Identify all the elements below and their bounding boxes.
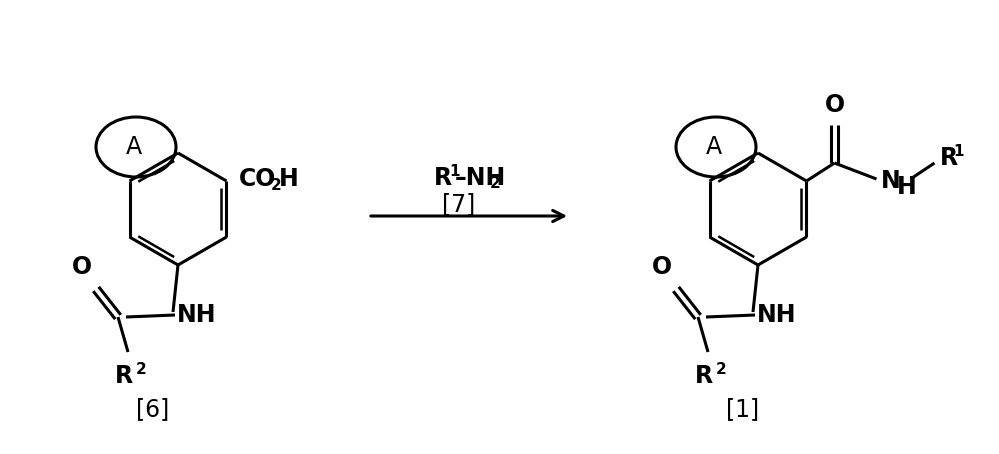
- Text: H: H: [279, 167, 299, 191]
- Text: O: O: [72, 255, 92, 279]
- Text: R: R: [695, 364, 713, 388]
- Text: O: O: [652, 255, 672, 279]
- Text: O: O: [824, 93, 844, 117]
- Text: A: A: [706, 135, 722, 159]
- Text: 2: 2: [136, 362, 147, 377]
- Text: [1]: [1]: [726, 397, 759, 421]
- Text: NH: NH: [757, 303, 796, 327]
- Text: 2: 2: [490, 177, 500, 192]
- Text: 1: 1: [449, 164, 460, 179]
- Text: 2: 2: [271, 178, 282, 192]
- Text: R: R: [115, 364, 133, 388]
- Text: [7]: [7]: [443, 192, 476, 216]
- Text: H: H: [896, 175, 916, 199]
- Text: [6]: [6]: [137, 397, 170, 421]
- Text: CO: CO: [239, 167, 276, 191]
- Text: N: N: [880, 169, 900, 193]
- Text: –NH: –NH: [455, 166, 506, 190]
- Text: R: R: [939, 146, 958, 170]
- Text: 1: 1: [953, 144, 964, 159]
- Text: R: R: [434, 166, 453, 190]
- Text: 2: 2: [716, 362, 726, 377]
- Text: A: A: [126, 135, 142, 159]
- Text: NH: NH: [177, 303, 217, 327]
